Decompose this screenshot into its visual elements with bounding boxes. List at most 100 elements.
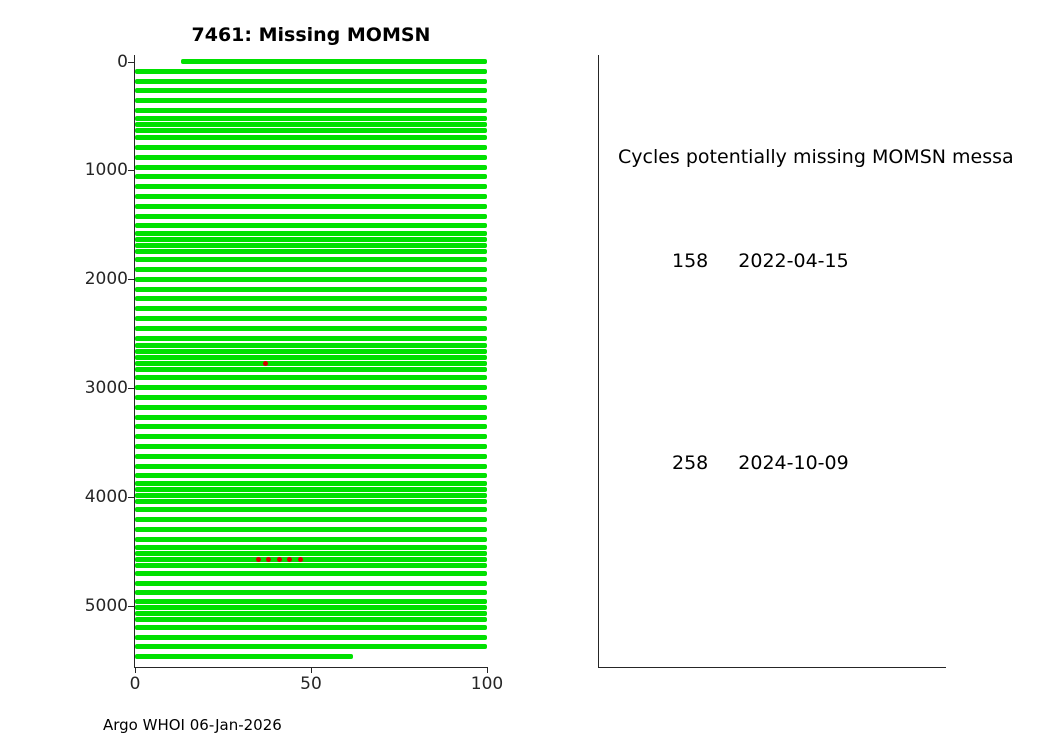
plot-title: 7461: Missing MOMSN	[191, 24, 431, 46]
received-messages-stripe	[135, 404, 487, 410]
x-tick-label: 50	[300, 674, 322, 694]
panel-left-axis-line	[598, 55, 599, 668]
received-messages-stripe	[135, 516, 487, 522]
y-tick-label: 2000	[84, 269, 128, 290]
received-messages-stripe	[135, 249, 487, 255]
received-messages-stripe	[135, 267, 487, 273]
y-tick-label: 3000	[84, 378, 128, 399]
x-tick-label: 100	[470, 674, 504, 694]
received-messages-stripe	[135, 108, 487, 114]
received-messages-stripe	[135, 257, 487, 263]
received-messages-stripe	[135, 644, 487, 650]
missing-message-dot	[266, 556, 272, 562]
received-messages-stripe	[135, 231, 487, 237]
received-messages-stripe	[135, 367, 487, 373]
missing-message-dot	[255, 556, 261, 562]
received-messages-stripe	[135, 556, 487, 562]
received-messages-stripe	[135, 481, 487, 486]
y-tick-label: 5000	[84, 596, 128, 617]
received-messages-stripe	[135, 598, 487, 604]
plot-area	[135, 55, 487, 667]
received-messages-stripe	[135, 544, 487, 550]
received-messages-stripe	[135, 443, 487, 449]
received-messages-stripe	[135, 154, 487, 160]
received-messages-stripe	[135, 580, 487, 586]
y-tick-mark	[128, 279, 134, 281]
y-tick-mark	[128, 388, 134, 390]
received-messages-stripe	[135, 434, 487, 440]
y-tick-mark	[128, 606, 134, 608]
received-messages-stripe	[135, 276, 487, 282]
missing-cycle-entry: 258 2024-10-09	[672, 452, 849, 474]
received-messages-stripe	[180, 59, 487, 65]
received-messages-stripe	[135, 414, 487, 420]
received-messages-stripe	[135, 349, 487, 355]
received-messages-stripe	[135, 343, 487, 349]
footer-note: Argo WHOI 06-Jan-2026	[103, 716, 282, 734]
received-messages-stripe	[135, 634, 487, 640]
received-messages-stripe	[135, 562, 487, 568]
received-messages-stripe	[135, 316, 487, 322]
y-tick-mark	[128, 170, 134, 172]
received-messages-stripe	[135, 486, 487, 492]
received-messages-stripe	[135, 237, 487, 243]
received-messages-stripe	[135, 78, 487, 84]
received-messages-stripe	[135, 335, 487, 341]
y-tick-mark	[128, 61, 134, 63]
received-messages-stripe	[135, 174, 487, 180]
y-tick-label: 0	[117, 51, 128, 72]
received-messages-stripe	[135, 115, 487, 121]
y-axis-line	[134, 55, 135, 668]
received-messages-stripe	[135, 424, 487, 430]
received-messages-stripe	[135, 135, 487, 141]
x-tick-mark	[487, 667, 488, 673]
received-messages-stripe	[135, 296, 487, 302]
received-messages-stripe	[135, 286, 487, 292]
received-messages-stripe	[135, 306, 487, 312]
received-messages-stripe	[135, 570, 487, 576]
missing-message-dot	[262, 361, 268, 367]
missing-message-dot	[287, 556, 293, 562]
received-messages-stripe	[135, 624, 487, 630]
received-messages-stripe	[135, 88, 487, 94]
received-messages-stripe	[135, 361, 487, 367]
received-messages-stripe	[135, 463, 487, 469]
x-tick-label: 0	[129, 674, 141, 694]
received-messages-stripe	[135, 203, 487, 209]
panel-header: Cycles potentially missing MOMSN messa	[618, 146, 1014, 168]
received-messages-stripe	[135, 194, 487, 200]
received-messages-stripe	[135, 492, 487, 498]
y-tick-label: 1000	[84, 160, 128, 181]
received-messages-stripe	[135, 590, 487, 596]
received-messages-stripe	[135, 654, 354, 660]
received-messages-stripe	[135, 375, 487, 381]
received-messages-stripe	[135, 68, 487, 74]
received-messages-stripe	[135, 453, 487, 459]
cycle-date: 2022-04-15	[738, 250, 849, 272]
cycle-date: 2024-10-09	[738, 452, 849, 474]
received-messages-stripe	[135, 507, 487, 513]
cycle-number: 258	[672, 452, 709, 474]
received-messages-stripe	[135, 325, 487, 331]
x-tick-mark	[311, 667, 312, 673]
x-tick-mark	[135, 667, 136, 673]
received-messages-stripe	[135, 604, 487, 610]
received-messages-stripe	[135, 98, 487, 104]
missing-message-dot	[297, 556, 303, 562]
received-messages-stripe	[135, 526, 487, 532]
received-messages-stripe	[135, 145, 487, 151]
received-messages-stripe	[135, 213, 487, 219]
received-messages-stripe	[135, 127, 487, 133]
received-messages-stripe	[135, 385, 487, 391]
panel-bottom-axis-line	[598, 667, 946, 668]
missing-cycle-entry: 158 2022-04-15	[672, 250, 849, 272]
y-tick-mark	[128, 497, 134, 499]
received-messages-stripe	[135, 164, 487, 170]
received-messages-stripe	[135, 355, 487, 361]
received-messages-stripe	[135, 223, 487, 229]
received-messages-stripe	[135, 610, 487, 616]
received-messages-stripe	[135, 184, 487, 190]
received-messages-stripe	[135, 550, 487, 556]
received-messages-stripe	[135, 498, 487, 504]
